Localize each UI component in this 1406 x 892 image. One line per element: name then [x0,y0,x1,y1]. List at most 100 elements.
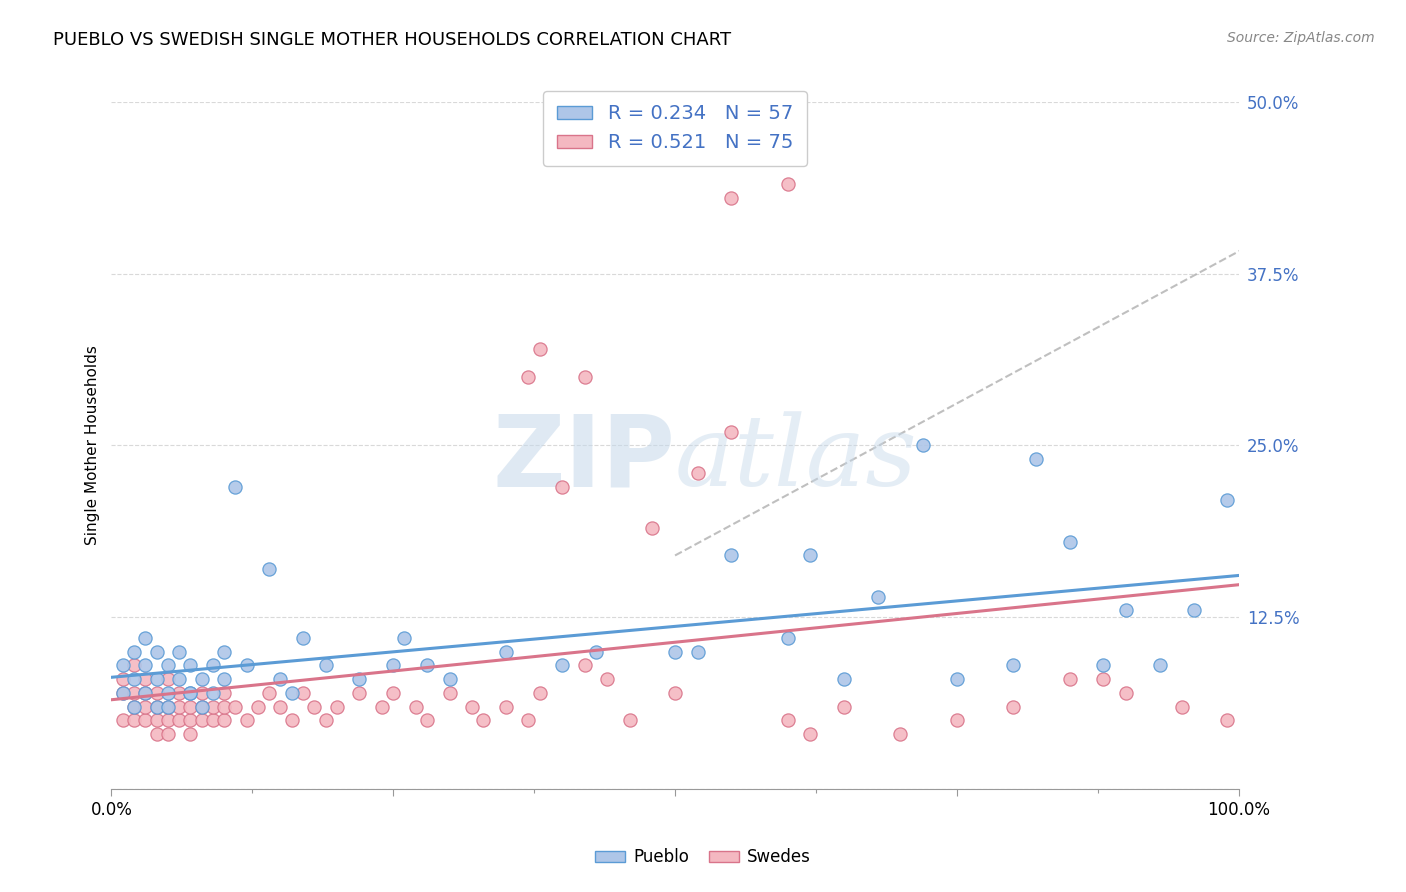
Point [201,714,224,728]
Point [281,686,304,700]
Point [832,699,855,714]
Point [326,699,349,714]
Point [111,672,134,686]
Point [134,699,156,714]
Text: ZIP: ZIP [492,410,675,508]
Point [416,658,439,673]
Point [122,699,145,714]
Point [190,699,212,714]
Text: Source: ZipAtlas.com: Source: ZipAtlas.com [1227,31,1375,45]
Point [156,699,179,714]
Point [382,658,405,673]
Point [156,658,179,673]
Point [179,727,201,741]
Point [529,686,551,700]
Point [495,645,517,659]
Point [304,699,326,714]
Point [664,645,686,659]
Point [145,714,167,728]
Point [167,672,190,686]
Point [686,645,709,659]
Point [190,714,212,728]
Point [145,645,167,659]
Point [134,631,156,645]
Point [1182,603,1205,617]
Point [495,699,517,714]
Point [235,714,257,728]
Point [1216,714,1239,728]
Point [134,658,156,673]
Point [799,727,821,741]
Point [122,699,145,714]
Point [212,686,235,700]
Point [776,178,799,192]
Point [122,658,145,673]
Point [439,672,461,686]
Point [190,699,212,714]
Point [641,521,664,535]
Point [156,672,179,686]
Point [167,686,190,700]
Point [720,549,742,563]
Point [270,672,292,686]
Point [201,699,224,714]
Point [167,714,190,728]
Point [720,425,742,439]
Point [212,672,235,686]
Point [394,631,416,645]
Point [292,686,315,700]
Point [190,672,212,686]
Point [257,562,280,576]
Point [529,342,551,356]
Point [315,714,337,728]
Point [517,369,540,384]
Legend: Pueblo, Swedes: Pueblo, Swedes [588,842,818,873]
Point [866,590,889,604]
Point [122,645,145,659]
Point [134,686,156,700]
Point [134,672,156,686]
Point [776,714,799,728]
Point [156,727,179,741]
Point [720,191,742,205]
Point [596,672,619,686]
Point [179,714,201,728]
Point [946,672,969,686]
Point [156,714,179,728]
Point [145,727,167,741]
Point [145,672,167,686]
Point [1092,658,1115,673]
Point [889,727,911,741]
Point [212,645,235,659]
Point [179,686,201,700]
Point [111,658,134,673]
Point [1059,534,1081,549]
Point [574,658,596,673]
Text: PUEBLO VS SWEDISH SINGLE MOTHER HOUSEHOLDS CORRELATION CHART: PUEBLO VS SWEDISH SINGLE MOTHER HOUSEHOL… [53,31,731,49]
Point [349,672,371,686]
Point [122,714,145,728]
Point [946,714,969,728]
Point [1002,699,1025,714]
Point [1092,672,1115,686]
Point [551,658,574,673]
Point [134,714,156,728]
Point [1115,603,1137,617]
Point [1059,672,1081,686]
Point [911,438,934,452]
Point [111,714,134,728]
Point [349,686,371,700]
Point [1025,452,1047,467]
Point [585,645,607,659]
Point [439,686,461,700]
Point [257,686,280,700]
Point [212,714,235,728]
Point [122,686,145,700]
Text: atlas: atlas [675,411,918,507]
Point [776,631,799,645]
Point [799,549,821,563]
Point [235,658,257,673]
Point [224,480,246,494]
Point [145,699,167,714]
Point [1002,658,1025,673]
